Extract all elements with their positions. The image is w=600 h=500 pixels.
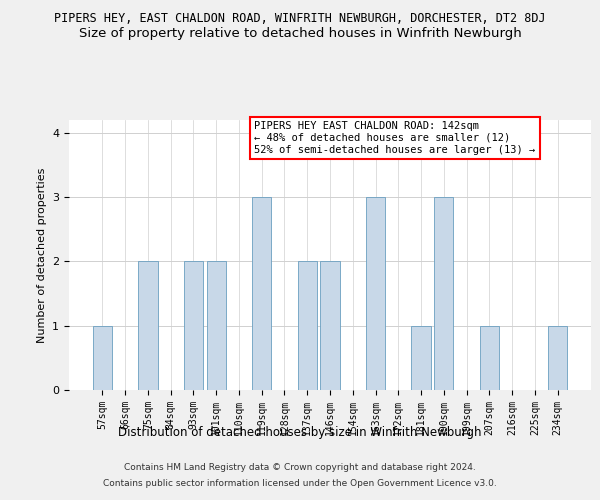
Text: PIPERS HEY, EAST CHALDON ROAD, WINFRITH NEWBURGH, DORCHESTER, DT2 8DJ: PIPERS HEY, EAST CHALDON ROAD, WINFRITH … [54,12,546,26]
Bar [206,262,226,390]
Text: Contains public sector information licensed under the Open Government Licence v3: Contains public sector information licen… [103,478,497,488]
Bar [298,262,317,390]
Y-axis label: Number of detached properties: Number of detached properties [37,168,47,342]
Bar [366,197,385,390]
Bar [138,262,158,390]
Bar [320,262,340,390]
Bar [412,326,431,390]
Text: Distribution of detached houses by size in Winfrith Newburgh: Distribution of detached houses by size … [118,426,482,439]
Bar [548,326,567,390]
Bar [434,197,454,390]
Text: Size of property relative to detached houses in Winfrith Newburgh: Size of property relative to detached ho… [79,28,521,40]
Bar [184,262,203,390]
Text: PIPERS HEY EAST CHALDON ROAD: 142sqm
← 48% of detached houses are smaller (12)
5: PIPERS HEY EAST CHALDON ROAD: 142sqm ← 4… [254,122,536,154]
Bar [93,326,112,390]
Text: Contains HM Land Registry data © Crown copyright and database right 2024.: Contains HM Land Registry data © Crown c… [124,464,476,472]
Bar [252,197,271,390]
Bar [479,326,499,390]
